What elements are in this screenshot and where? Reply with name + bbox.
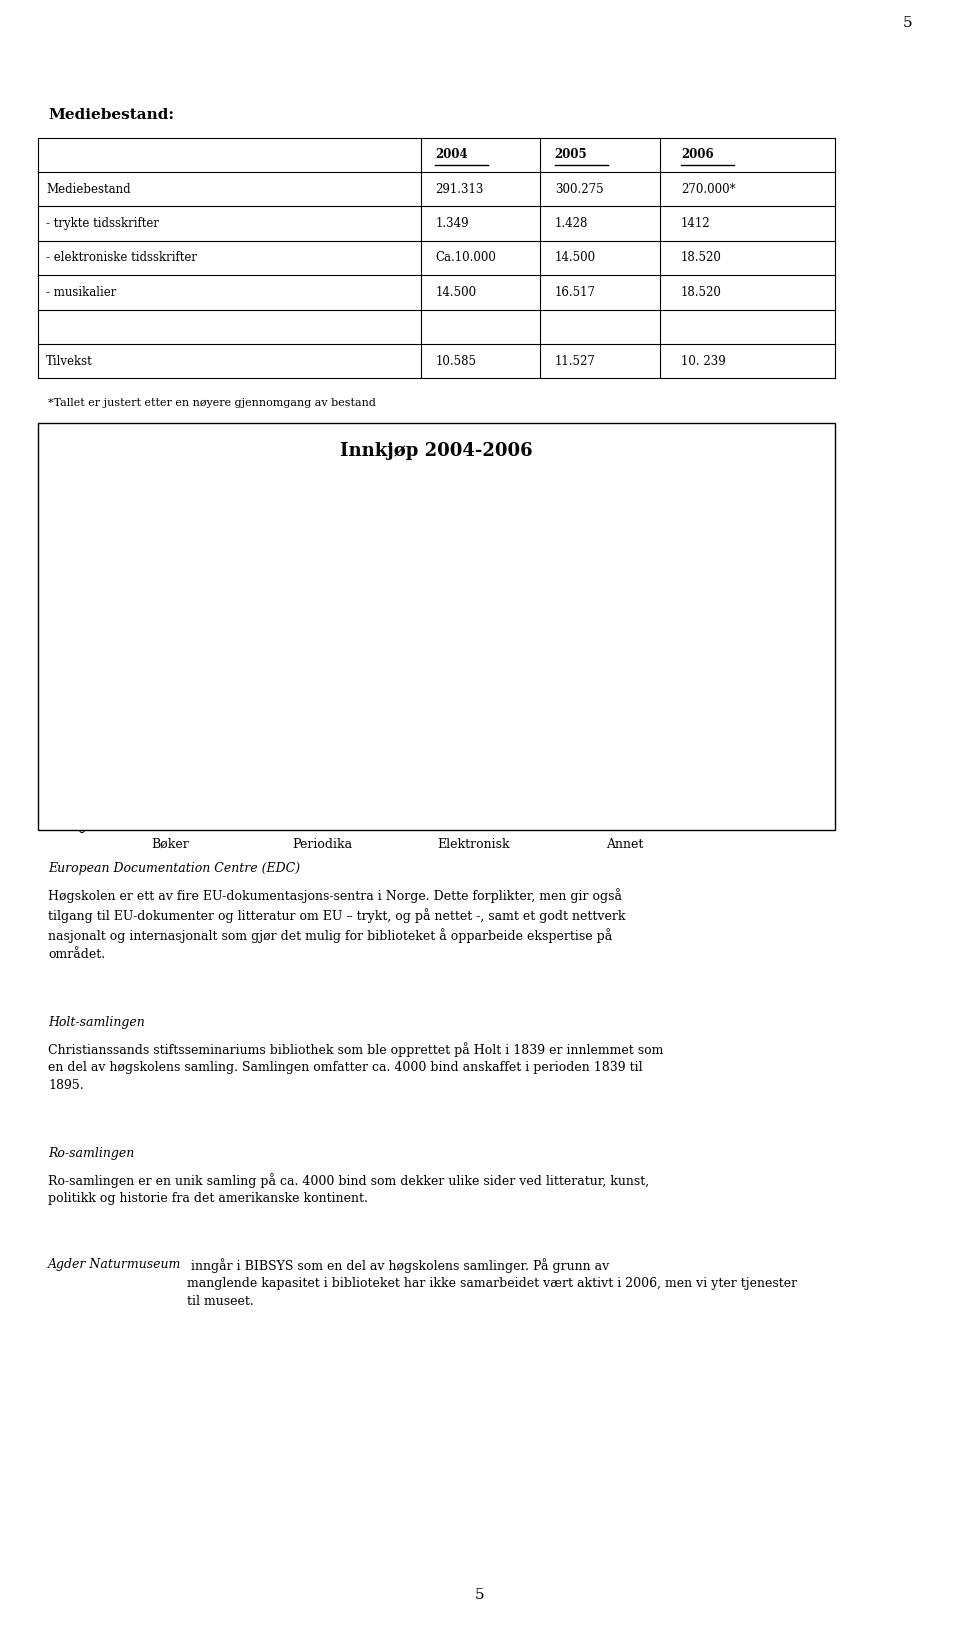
Text: 10.585: 10.585 — [435, 355, 476, 367]
Text: 14.500: 14.500 — [555, 252, 596, 264]
Text: Ca.10.000: Ca.10.000 — [435, 252, 496, 264]
Text: *Tallet er justert etter en nøyere gjennomgang av bestand: *Tallet er justert etter en nøyere gjenn… — [48, 398, 376, 408]
Text: Høgskolen er ett av fire EU-dokumentasjons-sentra i Norge. Dette forplikter, men: Høgskolen er ett av fire EU-dokumentasjo… — [48, 888, 626, 960]
Text: 300.275: 300.275 — [555, 183, 603, 195]
Text: Ro-samlingen er en unik samling på ca. 4000 bind som dekker ulike sider ved litt: Ro-samlingen er en unik samling på ca. 4… — [48, 1173, 649, 1206]
Text: Innkjøp 2004-2006: Innkjøp 2004-2006 — [341, 442, 533, 460]
Text: 270.000*: 270.000* — [681, 183, 735, 195]
Text: Holt-samlingen: Holt-samlingen — [48, 1016, 145, 1029]
Text: 291.313: 291.313 — [435, 183, 484, 195]
Bar — [423, 629, 457, 827]
Text: Agder Naturmuseum: Agder Naturmuseum — [48, 1258, 181, 1271]
Bar — [457, 616, 490, 827]
Bar — [154, 557, 187, 827]
Bar — [121, 563, 154, 827]
Text: 11.527: 11.527 — [555, 355, 595, 367]
Bar — [641, 806, 674, 827]
Text: European Documentation Centre (EDC): European Documentation Centre (EDC) — [48, 862, 300, 875]
Text: 2006: 2006 — [681, 149, 713, 161]
Text: 1412: 1412 — [681, 218, 710, 229]
Text: Christianssands stiftsseminariums bibliothek som ble opprettet på Holt i 1839 er: Christianssands stiftsseminariums biblio… — [48, 1042, 663, 1091]
Bar — [187, 511, 221, 827]
Bar — [305, 591, 339, 827]
Text: Mediebestand: Mediebestand — [46, 183, 131, 195]
Text: 14.500: 14.500 — [435, 287, 476, 298]
Bar — [339, 586, 372, 827]
Text: 18.520: 18.520 — [681, 287, 722, 298]
Text: - elektroniske tidsskrifter: - elektroniske tidsskrifter — [46, 252, 197, 264]
Text: Ro-samlingen: Ro-samlingen — [48, 1147, 134, 1160]
Bar — [272, 577, 305, 827]
Text: 5: 5 — [902, 16, 912, 31]
Text: 18.520: 18.520 — [681, 252, 722, 264]
Text: 10. 239: 10. 239 — [681, 355, 726, 367]
Text: inngår i BIBSYS som en del av høgskolens samlinger. På grunn av
manglende kapasi: inngår i BIBSYS som en del av høgskolens… — [187, 1258, 798, 1307]
Text: Mediebestand:: Mediebestand: — [48, 108, 174, 123]
Text: 1.349: 1.349 — [435, 218, 468, 229]
Text: 16.517: 16.517 — [555, 287, 596, 298]
Bar — [574, 793, 608, 827]
Text: 5: 5 — [475, 1587, 485, 1602]
Text: - trykte tidsskrifter: - trykte tidsskrifter — [46, 218, 159, 229]
Text: - musikalier: - musikalier — [46, 287, 116, 298]
Text: 2004: 2004 — [435, 149, 468, 161]
Bar — [608, 793, 641, 827]
Text: 1.428: 1.428 — [555, 218, 588, 229]
Bar — [490, 616, 523, 827]
Text: 2005: 2005 — [555, 149, 588, 161]
Text: Tilvekst: Tilvekst — [46, 355, 93, 367]
